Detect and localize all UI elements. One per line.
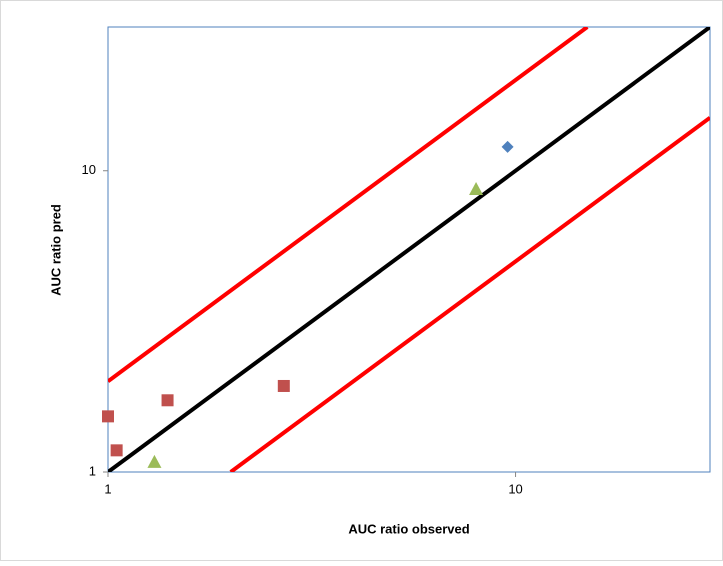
reference-line — [229, 116, 710, 472]
y-tick-label: 1 — [89, 463, 96, 478]
point — [110, 444, 123, 457]
reference-line — [108, 27, 589, 383]
x-axis-title: AUC ratio observed — [348, 521, 469, 536]
plot-border — [107, 26, 711, 473]
point — [147, 454, 162, 468]
point — [161, 394, 174, 407]
y-tick-label: 10 — [82, 162, 96, 177]
x-tick-label: 1 — [104, 481, 111, 496]
x-tick-label: 10 — [508, 481, 522, 496]
y-axis-title: AUC ratio pred — [48, 204, 63, 296]
point — [277, 379, 290, 392]
point — [469, 181, 484, 195]
point — [102, 410, 114, 423]
reference-line — [108, 27, 710, 472]
plot-area — [108, 27, 710, 472]
point — [501, 140, 514, 153]
